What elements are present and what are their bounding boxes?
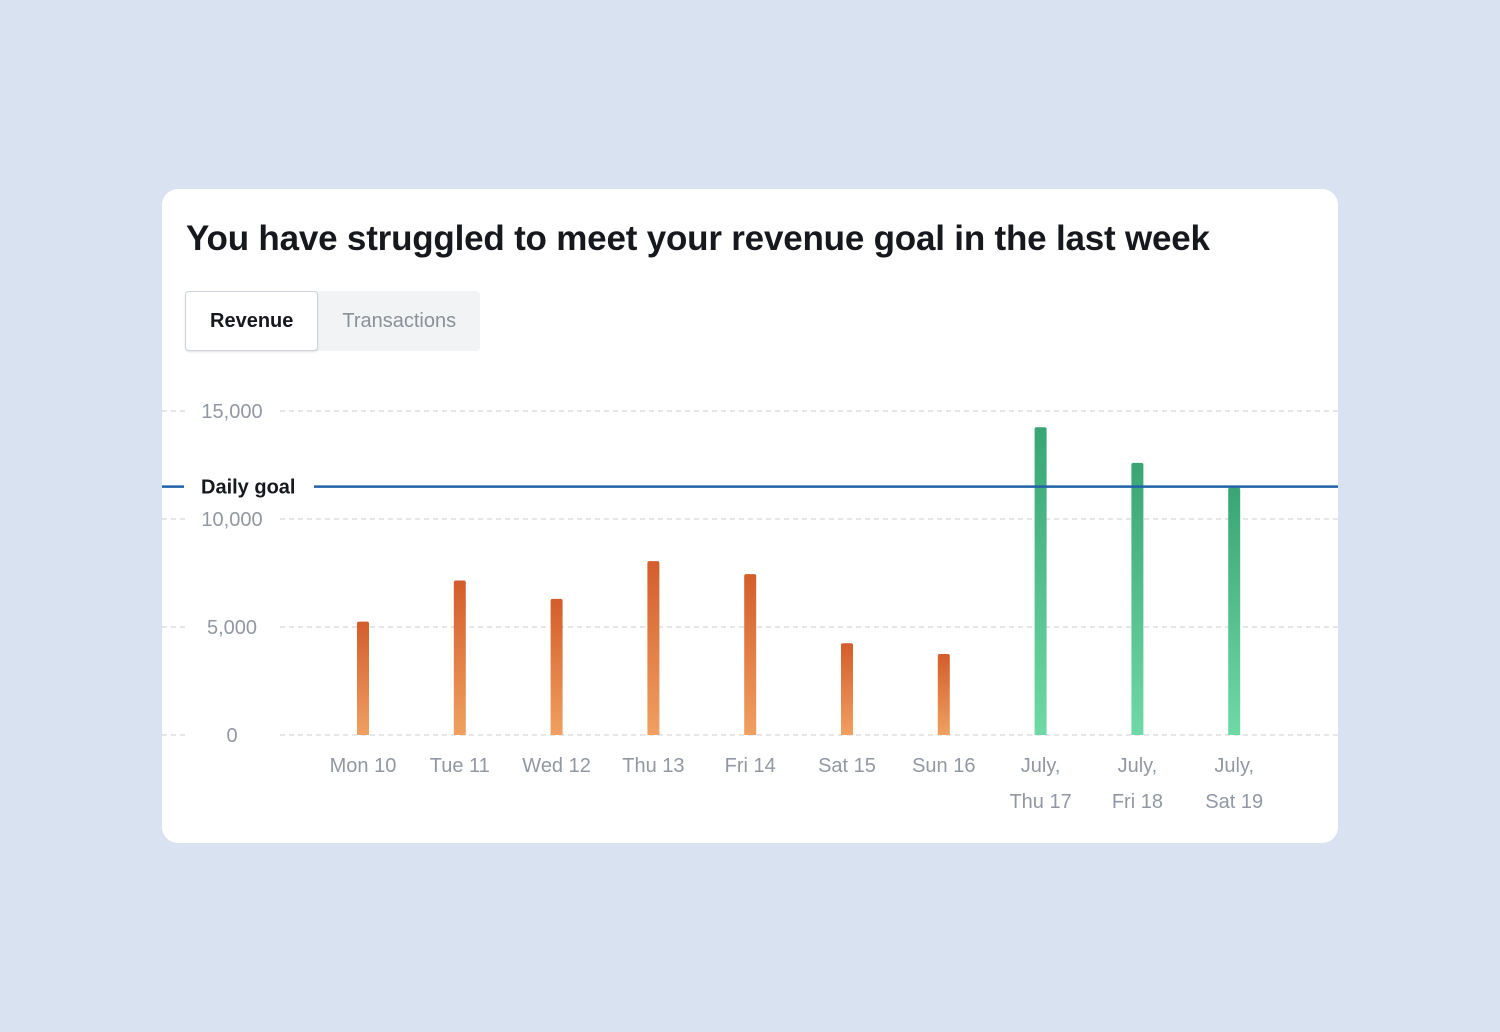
x-tick-label: Thu 17 [1009,791,1071,813]
y-tick-label: 10,000 [201,509,262,531]
y-tick-label: 5,000 [207,617,257,639]
tab-transactions[interactable]: Transactions [342,309,457,332]
x-tick-label: Wed 12 [522,755,591,777]
x-tick-label: Sun 16 [912,755,975,777]
x-tick-label: July, [1118,755,1158,777]
x-tick-label: Sat 15 [818,755,876,777]
tab-revenue[interactable]: Revenue [185,291,319,351]
bar[interactable] [841,643,853,735]
x-tick-label: Fri 18 [1112,791,1163,813]
bar[interactable] [937,654,950,735]
goal-label: Daily goal [201,477,295,499]
revenue-card: You have struggled to meet your revenue … [162,189,1338,843]
y-tick-label: 15,000 [201,401,262,423]
bar[interactable] [550,598,563,735]
bar[interactable] [1131,462,1144,735]
y-tick-label: 0 [226,725,237,747]
bar[interactable] [453,580,466,735]
metric-tabs: Revenue Transactions [185,291,481,351]
x-tick-label: Mon 10 [330,755,397,777]
bar[interactable] [1034,427,1047,735]
bar[interactable] [1228,487,1241,735]
bar[interactable] [357,621,369,735]
bar[interactable] [647,561,660,735]
revenue-bar-chart: 0 5,000 10,000 15,000 Daily goal Mon 10 Tue … [162,401,1338,813]
x-tick-label: Sat 19 [1205,791,1263,813]
x-tick-label: Fri 14 [725,755,776,777]
x-tick-label: Tue 11 [430,755,490,777]
x-tick-label: July, [1021,755,1061,777]
bar[interactable] [744,574,757,735]
x-tick-label: Thu 13 [622,755,684,777]
card-title: You have struggled to meet your revenue … [186,219,1210,258]
x-tick-label: July, [1214,755,1254,777]
